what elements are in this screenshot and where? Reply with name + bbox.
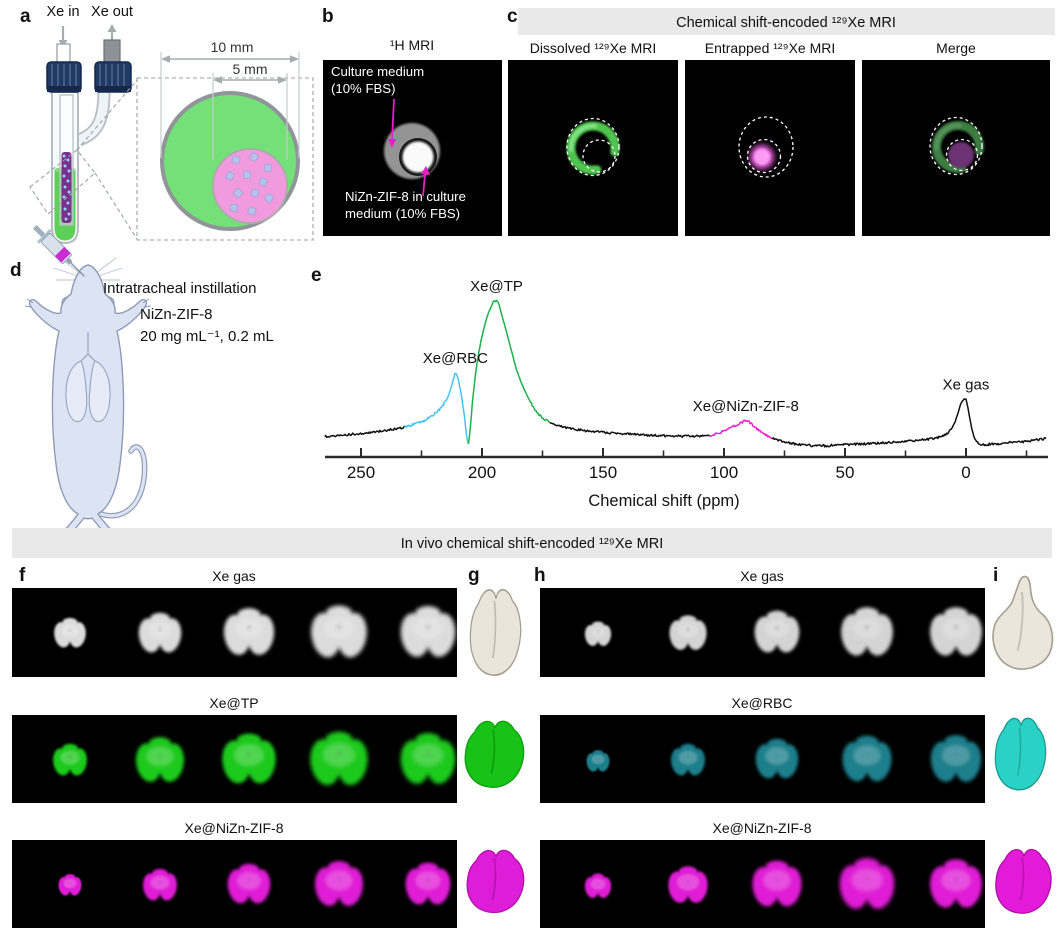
peak-label: Xe@NiZn-ZIF-8	[693, 398, 799, 415]
zif8-particles	[225, 152, 274, 216]
merge-title: Merge	[936, 40, 976, 56]
annotation-arrow-down-icon	[388, 98, 396, 148]
dissolved-signal	[566, 117, 620, 177]
spectrum-trace-segment	[467, 299, 551, 445]
merge-signal	[929, 116, 985, 176]
spectrum-trace-segment	[324, 425, 406, 439]
nizn-zif8-suspension	[61, 152, 72, 223]
x-tick-label: 50	[836, 463, 855, 482]
xe-gas-3d-lung-i	[991, 575, 1054, 671]
mouse-body	[28, 264, 148, 538]
nizn-zif8-bright-spot	[402, 141, 434, 173]
xe-out-label: Xe out	[91, 4, 133, 20]
panel-f-row1-title: Xe gas	[212, 568, 256, 584]
dose-label: 20 mg mL⁻¹, 0.2 mL	[140, 328, 274, 345]
procedure-label: Intratracheal instillation	[103, 280, 256, 297]
entrapped-signal	[738, 116, 794, 178]
nizn-annotation-line1: NiZn-ZIF-8 in culture	[345, 189, 466, 204]
spectrum-trace-segment	[549, 421, 711, 438]
xe-in-port	[56, 43, 71, 65]
inner-diameter-label: 5 mm	[233, 61, 268, 77]
nmr-spectrum: 250 200 150 100 50 0 Xe@RBC Xe@TP Xe@NiZn-ZIF-8 X…	[324, 278, 1048, 482]
dimension-10mm: 10 mm	[160, 39, 300, 158]
x-axis-title: Chemical shift (ppm)	[588, 492, 739, 510]
panel-g: g	[464, 565, 525, 914]
spectrum-trace-segment	[709, 419, 773, 440]
dimension-5mm: 5 mm	[212, 61, 288, 160]
nizn-annotation-line2: medium (10% FBS)	[345, 206, 460, 221]
panel-f-row3-title: Xe@NiZn-ZIF-8	[185, 820, 284, 836]
xe-rbc-3d-lung	[994, 717, 1047, 791]
panel-i: i	[991, 565, 1054, 915]
outer-diameter-label: 10 mm	[211, 39, 254, 55]
x-tick-label: 0	[961, 463, 970, 482]
x-tick-label: 150	[589, 463, 617, 482]
tube-cap-left	[46, 61, 82, 93]
mouse-tail	[89, 444, 148, 519]
xe-tp-3d-lung	[464, 720, 525, 789]
panel-f-label: f	[19, 565, 26, 586]
panel-d: d	[10, 225, 274, 538]
mouse-lungs	[65, 332, 111, 423]
spectrum-trace-segment	[403, 372, 470, 445]
panel-a-label: a	[20, 6, 31, 27]
dissolved-title: Dissolved ¹²⁹Xe MRI	[530, 40, 657, 56]
xe-in-label: Xe in	[46, 4, 79, 20]
panel-g-label: g	[468, 565, 480, 586]
entrapped-mri-image	[685, 60, 855, 236]
panel-a: a Xe in Xe out	[20, 4, 314, 245]
tube-cap-right	[94, 61, 132, 93]
peak-label: Xe gas	[943, 376, 990, 393]
panel-c-label: c	[507, 6, 518, 27]
mouse-paw-hashes	[24, 298, 152, 308]
panel-h-row1-title: Xe gas	[740, 568, 784, 584]
panel-b-label: b	[322, 6, 334, 27]
panel-e-label: e	[311, 265, 322, 286]
panel-i-label: i	[993, 565, 998, 586]
entrapped-title: Entrapped ¹²⁹Xe MRI	[705, 40, 836, 56]
x-tick-label: 250	[347, 463, 375, 482]
panel-c-banner	[518, 8, 1055, 35]
x-tick-label: 100	[710, 463, 738, 482]
in-vivo-banner	[12, 528, 1052, 558]
panel-c-banner-text: Chemical shift-encoded ¹²⁹Xe MRI	[676, 15, 896, 31]
panel-h-row2-title: Xe@RBC	[732, 695, 793, 711]
x-tick-label: 200	[468, 463, 496, 482]
panel-f: f Xe gas Xe@TP Xe@NiZn-ZIF-8	[12, 565, 459, 928]
panel-f-row2-title: Xe@TP	[209, 695, 258, 711]
xe-nizn-3d-lung-g	[466, 849, 525, 914]
agent-label: NiZn-ZIF-8	[140, 306, 213, 323]
peak-label: Xe@RBC	[423, 350, 488, 367]
panel-d-label: d	[10, 260, 22, 281]
peak-label: Xe@TP	[470, 278, 523, 295]
culture-medium-annotation-line2: (10% FBS)	[331, 81, 396, 96]
xe-out-port	[103, 39, 121, 65]
spectrum-trace-segment	[771, 398, 1047, 448]
panel-b-title: ¹H MRI	[390, 37, 434, 53]
panel-c: c Chemical shift-encoded ¹²⁹Xe MRI Disso…	[507, 6, 1055, 236]
annotation-arrow-up-icon	[421, 166, 430, 197]
magnification-callout	[29, 77, 314, 241]
dissolved-mri-image	[508, 60, 678, 236]
in-vivo-banner-text: In vivo chemical shift-encoded ¹²⁹Xe MRI	[401, 536, 663, 552]
panel-h-row3-title: Xe@NiZn-ZIF-8	[713, 820, 812, 836]
xe-nizn-3d-lung-i	[994, 848, 1052, 915]
culture-medium-annotation-line1: Culture medium	[331, 64, 424, 79]
syringe-icon	[33, 225, 85, 277]
xe-gas-3d-lung-g	[469, 588, 522, 677]
particle-dots	[62, 154, 71, 221]
panel-h-label: h	[534, 565, 546, 586]
panel-h: h Xe gas Xe@RBC Xe@NiZn-ZIF-8	[534, 565, 985, 928]
panel-b: b ¹H MRI Culture medium (10% FBS) NiZn-Z…	[322, 6, 502, 236]
panel-e: e 250 200 150 100 50 0 Xe@RBC Xe@TP Xe@NiZn-ZIF-…	[311, 265, 1048, 510]
